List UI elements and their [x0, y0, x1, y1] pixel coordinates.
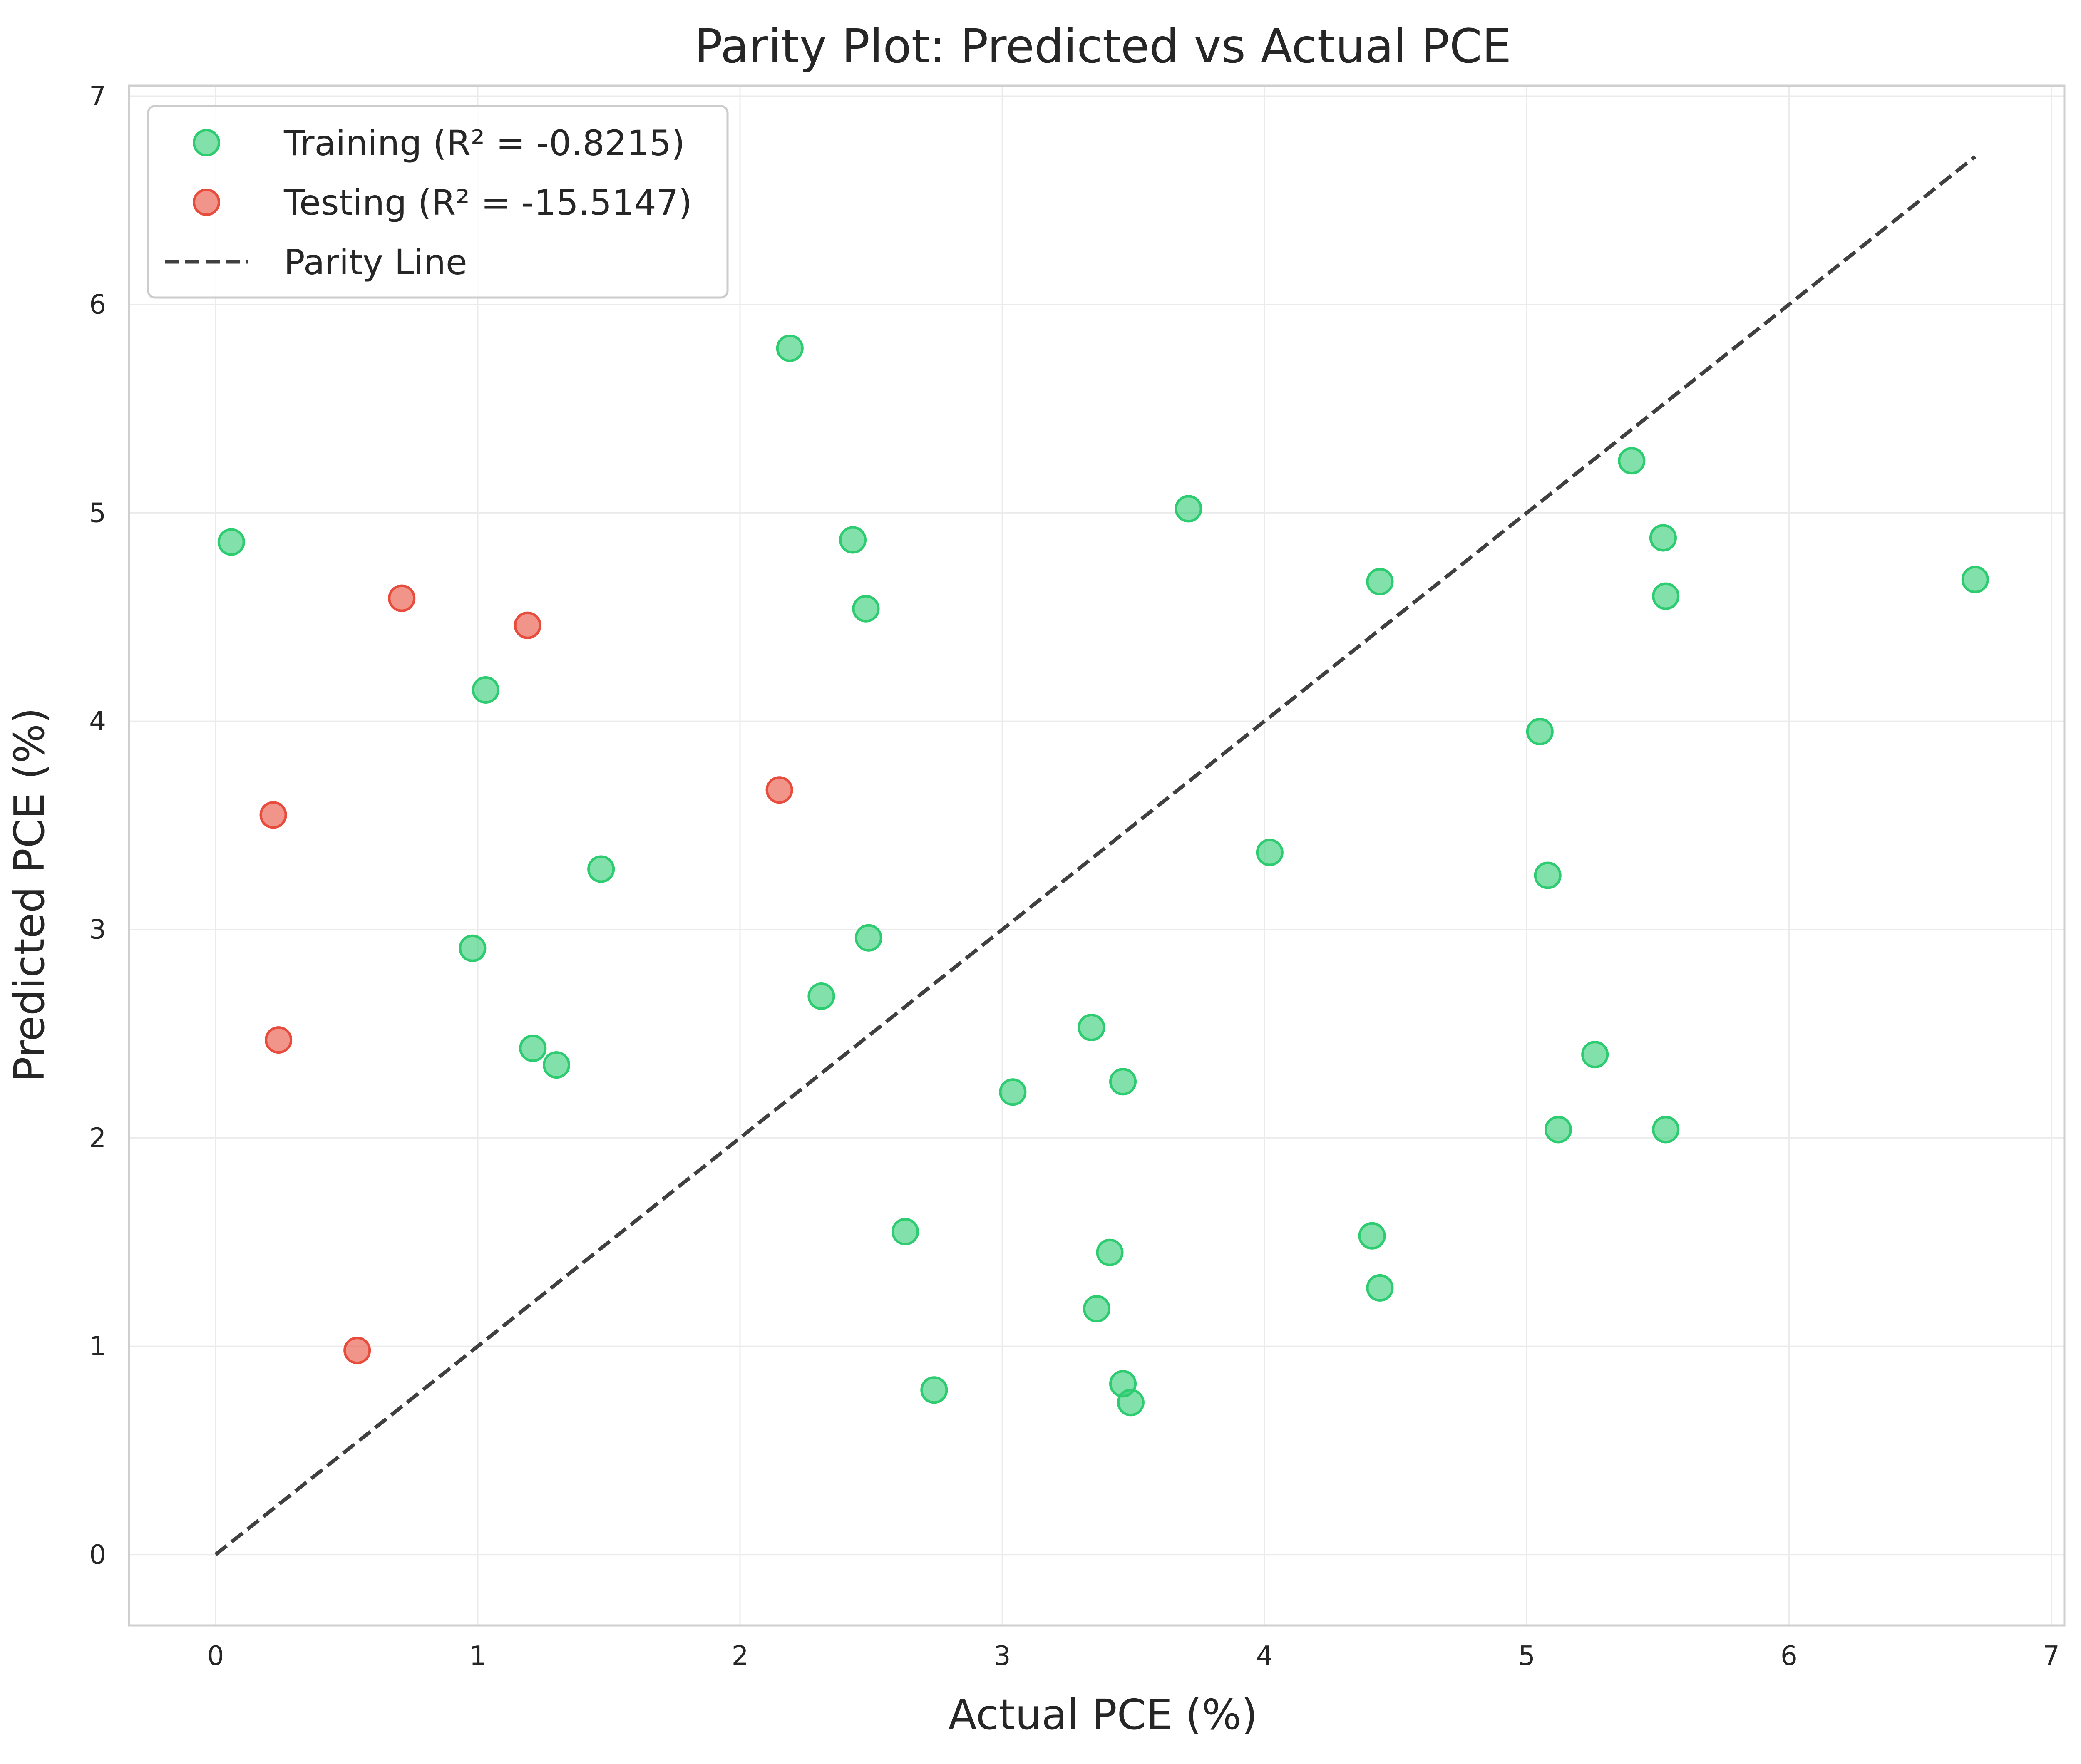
x-tick-label: 0: [207, 1641, 224, 1672]
training-point: [587, 855, 615, 883]
x-tick-label: 6: [1781, 1641, 1798, 1672]
training-point: [839, 526, 867, 554]
training-point: [1366, 1274, 1394, 1302]
training-point: [1618, 447, 1646, 475]
legend-label: Parity Line: [284, 242, 467, 283]
y-tick-label: 0: [89, 1540, 106, 1570]
y-tick-label: 1: [89, 1331, 106, 1362]
training-point: [1175, 495, 1202, 523]
training-point: [543, 1051, 571, 1079]
legend-label: Testing (R² = -15.5147): [283, 182, 692, 223]
y-tick-label: 5: [89, 498, 106, 528]
training-point: [1526, 718, 1554, 746]
y-axis-label: Predicted PCE (%): [5, 707, 54, 1082]
training-point: [1083, 1295, 1110, 1322]
training-point: [854, 924, 882, 952]
testing-point: [388, 584, 416, 612]
testing-point: [265, 1026, 293, 1054]
training-point: [852, 595, 880, 623]
testing-point: [765, 776, 793, 804]
training-point: [807, 982, 835, 1010]
training-point: [1078, 1014, 1105, 1042]
x-tick-label: 1: [469, 1641, 487, 1672]
y-tick-label: 3: [89, 915, 106, 945]
x-tick-label: 7: [2043, 1641, 2060, 1672]
y-tick-label: 2: [89, 1123, 106, 1154]
training-point: [459, 934, 487, 962]
tick-labels: 0 1 2 3 4 5 6 7 0 1 2 3 4 5 6 7: [89, 81, 2060, 1672]
legend-label: Training (R² = -0.8215): [283, 123, 685, 164]
training-point: [1961, 566, 1989, 593]
y-tick-label: 7: [89, 81, 106, 112]
scatter-points: [217, 334, 1989, 1417]
training-point: [1652, 1116, 1680, 1144]
parity-line-layer: [214, 155, 1977, 1556]
legend-training-marker: [193, 129, 220, 156]
x-tick-label: 3: [994, 1641, 1011, 1672]
testing-point: [343, 1337, 371, 1365]
training-point: [892, 1218, 919, 1245]
training-point: [1096, 1238, 1124, 1266]
y-tick-label: 6: [89, 290, 106, 320]
legend-testing-marker: [193, 189, 220, 216]
training-point: [217, 528, 245, 556]
grid-lines: [129, 86, 2064, 1625]
y-tick-label: 4: [89, 706, 106, 737]
training-point: [1358, 1222, 1386, 1250]
plot-frame: [128, 84, 2066, 1627]
training-point: [1544, 1116, 1572, 1144]
parity-line: [214, 155, 1977, 1556]
training-point: [1652, 582, 1680, 610]
training-point: [1117, 1389, 1145, 1417]
legend: Training (R² = -0.8215) Testing (R² = -15…: [147, 105, 729, 299]
legend-box: [147, 105, 729, 299]
training-point: [1581, 1041, 1609, 1069]
training-point: [1109, 1068, 1137, 1096]
training-point: [1534, 861, 1562, 889]
x-tick-label: 4: [1256, 1641, 1273, 1672]
training-point: [1366, 568, 1394, 595]
testing-point: [514, 611, 541, 639]
training-point: [999, 1078, 1027, 1106]
training-point: [920, 1376, 948, 1404]
training-point: [472, 676, 499, 704]
testing-point: [259, 801, 287, 829]
training-point: [519, 1035, 547, 1062]
training-point: [776, 334, 804, 362]
training-point: [1256, 839, 1284, 866]
training-point: [1649, 524, 1677, 552]
x-axis-label: Actual PCE (%): [948, 1690, 1257, 1739]
chart-title: Parity Plot: Predicted vs Actual PCE: [694, 20, 1511, 74]
x-tick-label: 5: [1518, 1641, 1535, 1672]
x-tick-label: 2: [732, 1641, 749, 1672]
